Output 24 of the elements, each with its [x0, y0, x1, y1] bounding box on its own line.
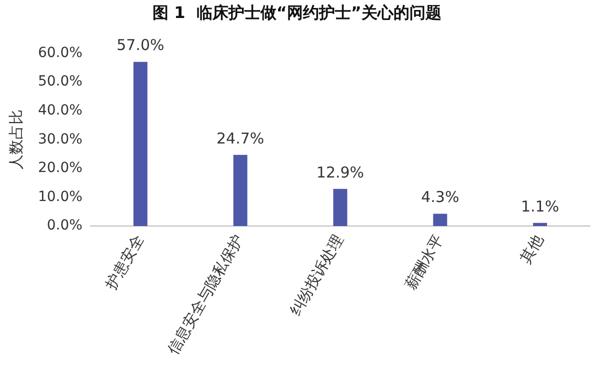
- y-tick-label: 20.0%: [38, 160, 82, 176]
- y-tick-label: 10.0%: [38, 188, 82, 205]
- y-tick-label: 50.0%: [38, 74, 82, 90]
- bar: [133, 62, 148, 226]
- chart-title: 图 1 临床护士做“网约护士”关心的问题: [152, 2, 442, 22]
- y-tick-label: 40.0%: [38, 102, 82, 118]
- data-label: 1.1%: [520, 197, 560, 216]
- bar: [333, 188, 348, 226]
- data-label: 4.3%: [421, 188, 460, 206]
- x-tick-label: 信息安全与隐私保护: [164, 232, 248, 358]
- y-tick-label: 60.0%: [38, 44, 82, 61]
- bar: [233, 154, 248, 226]
- x-tick-label: 薪酬水平: [401, 232, 447, 292]
- y-axis-title: 人数占比: [6, 110, 25, 170]
- y-tick-label: 30.0%: [38, 131, 82, 148]
- x-tick-label: 纠纷投诉处理: [286, 232, 348, 318]
- x-tick-label: 护患安全: [101, 232, 148, 294]
- x-tick-label: 其他: [516, 232, 547, 267]
- data-label: 57.0%: [116, 36, 164, 54]
- data-label: 12.9%: [316, 163, 364, 182]
- bar: [433, 214, 448, 226]
- data-label: 24.7%: [216, 129, 264, 148]
- bar: [533, 222, 548, 226]
- y-tick-label: 0.0%: [46, 218, 82, 234]
